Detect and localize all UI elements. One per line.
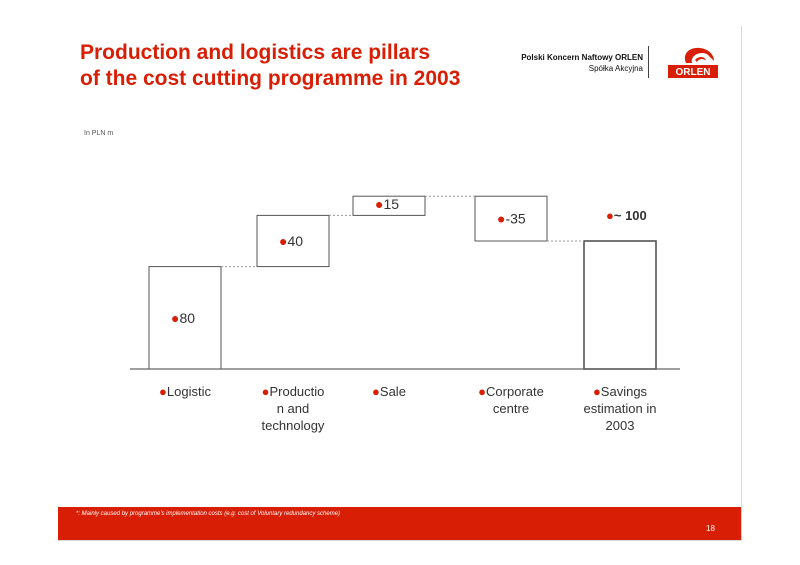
- company-name: Polski Koncern Naftowy ORLEN Spółka Akcy…: [480, 52, 643, 74]
- unit-label: In PLN m: [84, 130, 114, 137]
- bar: [583, 240, 657, 370]
- page-number: 18: [706, 524, 715, 533]
- bar: [474, 195, 548, 242]
- data-label: ●80: [171, 310, 195, 326]
- title-line-1: Production and logistics are pillars: [80, 41, 431, 64]
- eagle-head-icon: [695, 57, 706, 62]
- data-label: ●~ 100: [606, 208, 647, 223]
- company-name-line-2: Spółka Akcyjna: [588, 64, 643, 73]
- tick-label: ●Productio n and technology: [262, 384, 325, 433]
- title-line-2: of the cost cutting programme in 2003: [80, 67, 461, 90]
- orlen-logo: ORLEN: [668, 47, 718, 78]
- data-label: ●15: [375, 196, 399, 212]
- waterfall-chart: ●80 ●40 ●15 ●-35 ●~ 100 ●Logistic ●Productio n …: [130, 195, 680, 433]
- page-title: Production and logistics are pillars of …: [80, 40, 500, 92]
- logo-wordmark: ORLEN: [676, 67, 711, 78]
- logo-divider: [648, 46, 649, 78]
- bar: [256, 214, 330, 268]
- data-label: ●-35: [497, 211, 526, 227]
- tick-label: ●Savings estimation in 2003: [584, 384, 657, 433]
- eagle-icon: [684, 47, 714, 63]
- tick-label: ●Sale: [372, 384, 406, 399]
- footnote: *: Mainly caused by programme's implemen…: [76, 511, 341, 517]
- bar: [148, 266, 222, 370]
- data-label: ●40: [279, 233, 303, 249]
- tick-label: ●Logistic: [159, 384, 211, 399]
- logo-wordmark-box: [668, 65, 718, 78]
- company-name-line-1: Polski Koncern Naftowy ORLEN: [521, 53, 643, 62]
- slide-frame: [58, 26, 742, 541]
- footer-band: [58, 507, 741, 540]
- bar: [352, 195, 426, 216]
- tick-label: ●Corporate centre: [478, 384, 544, 416]
